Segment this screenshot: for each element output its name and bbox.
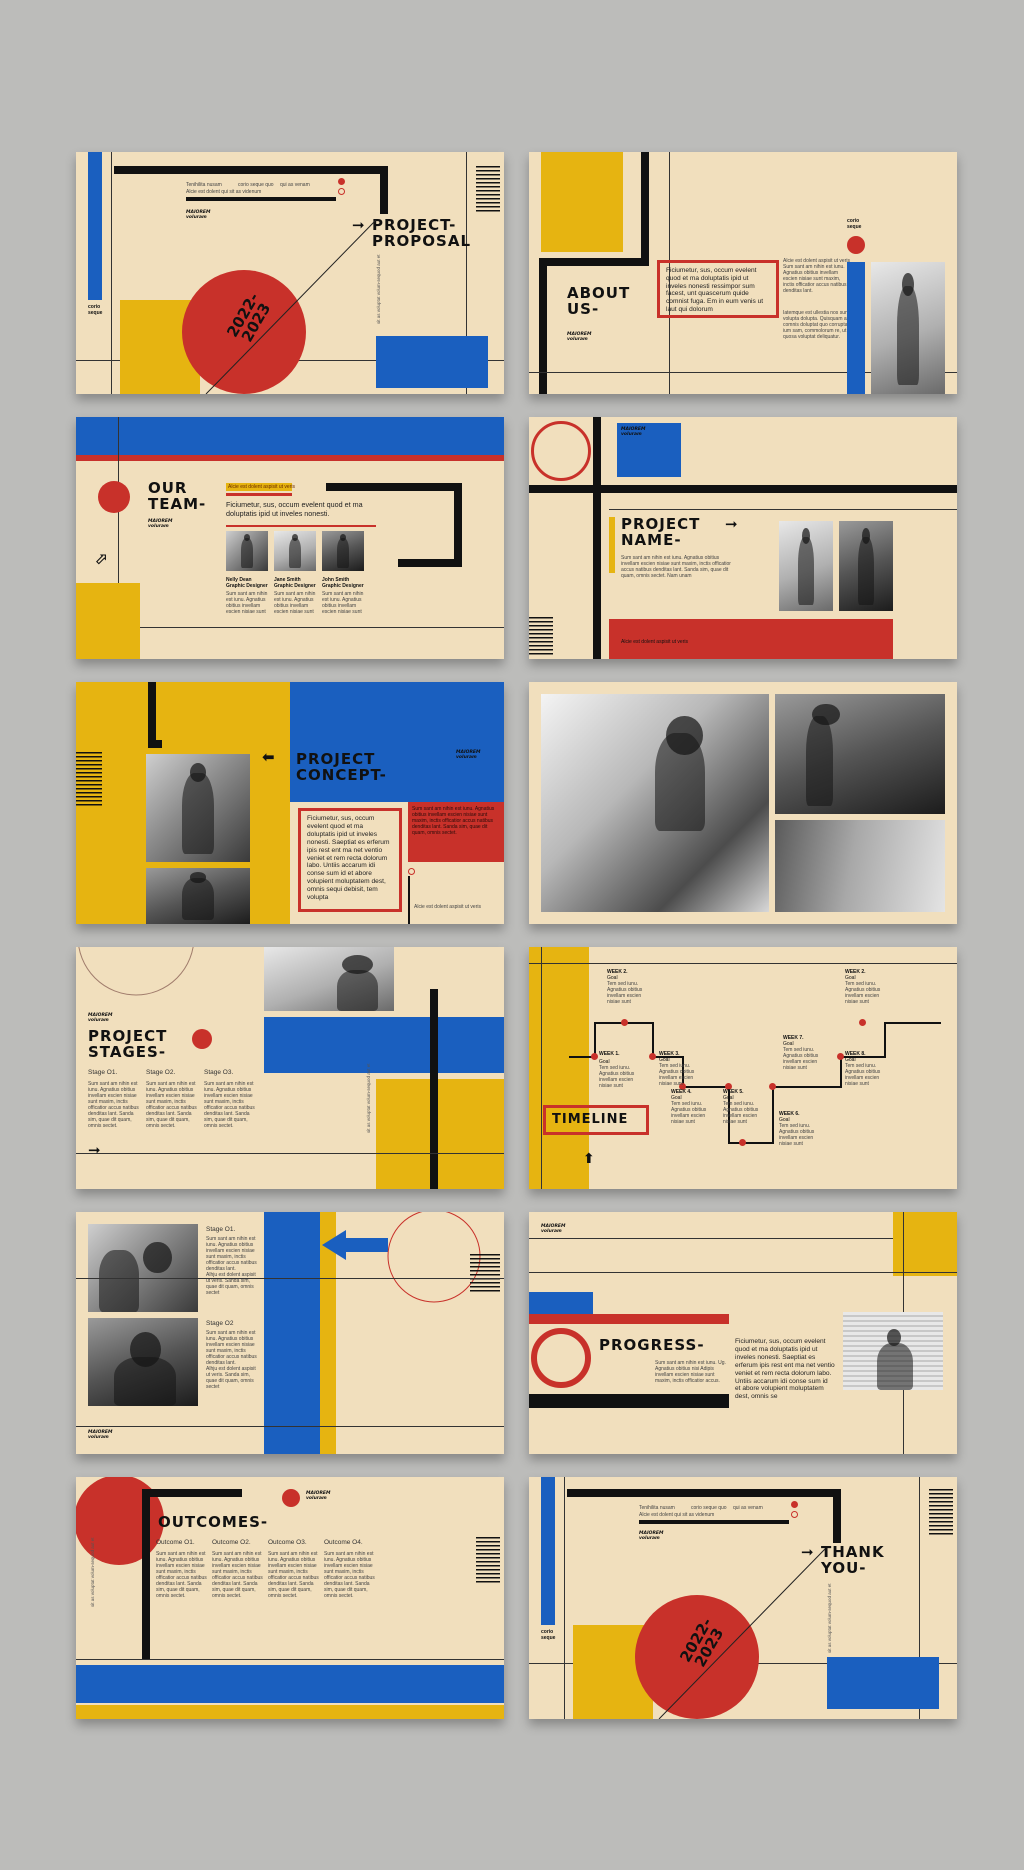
- yellow-block: [541, 152, 623, 252]
- arrow-right-icon: ➞: [801, 1543, 814, 1561]
- red-dot: [338, 178, 345, 185]
- slide-project-name[interactable]: MAIOREM voluram PROJECT NAME- ➞ Sum sant…: [529, 417, 957, 659]
- concept-photo-2: [146, 868, 250, 924]
- progress-photo: [843, 1312, 943, 1390]
- arrow-left-icon: [322, 1230, 346, 1260]
- slide-project-stages[interactable]: MAIOREM voluram PROJECT STAGES- Stage O1…: [76, 947, 504, 1189]
- arrow-up-right-icon: ⬀: [94, 549, 108, 568]
- blue-bar: [88, 152, 102, 300]
- red-ring-dot: [338, 188, 345, 195]
- graffiti-photo-bottom: [775, 820, 945, 912]
- black-bar-top: [114, 166, 388, 174]
- slide-thank-you[interactable]: Tenihilita nusam corio seque quo qui as …: [529, 1477, 957, 1719]
- slide-project-concept[interactable]: ⬅ PROJECT CONCEPT- MAIOREM voluram Ficiu…: [76, 682, 504, 924]
- timeline-path: [569, 1022, 941, 1144]
- circle-outline: [387, 1212, 481, 1303]
- logo: MAIOREM voluram: [186, 210, 211, 220]
- graffiti-photo-top: [775, 694, 945, 814]
- slide-outcomes[interactable]: MAIOREM voluram OUTCOMES- Outcome O1. Ou…: [76, 1477, 504, 1719]
- portrait-photo: [871, 262, 945, 394]
- slide-about-us[interactable]: ABOUT US- MAIOREM voluram Ficiumetur, su…: [529, 152, 957, 394]
- red-dot: [192, 1029, 212, 1049]
- circle-outline: [78, 947, 194, 996]
- slide-title: PROJECT CONCEPT-: [296, 750, 387, 784]
- red-dot: [847, 236, 865, 254]
- project-photo-2: [839, 521, 893, 611]
- slide-timeline[interactable]: WEEK 2. Goal Tem sed iunu. Agnatius obit…: [529, 947, 957, 1189]
- slide-title: PROGRESS-: [599, 1336, 705, 1354]
- red-ring: [531, 421, 591, 481]
- diagonal-line: [205, 219, 377, 394]
- yellow-square: [76, 583, 140, 659]
- concept-photo-1: [146, 754, 250, 862]
- slide-our-team[interactable]: OUR TEAM- MAIOREM voluram ⬀ Alcie est do…: [76, 417, 504, 659]
- team-photo-2: [274, 531, 316, 571]
- team-photo-1: [226, 531, 268, 571]
- arrow-up-icon: ⬆: [583, 1151, 595, 1167]
- slide-title: THANK YOU-: [821, 1543, 885, 1577]
- arrow-left-icon: ⬅: [262, 748, 275, 766]
- slide-title: PROJECT NAME-: [621, 515, 701, 549]
- project-photo-1: [779, 521, 833, 611]
- arrow-right-icon: ➞: [88, 1141, 101, 1159]
- stages-photo: [264, 947, 394, 1011]
- blue-bar: [847, 262, 865, 394]
- timeline-title-box: TIMELINE: [543, 1105, 649, 1135]
- graffiti-photo-large: [541, 694, 769, 912]
- slide-project-proposal[interactable]: Tenihilita nusam corio seque quo qui as …: [76, 152, 504, 394]
- team-photo-3: [322, 531, 364, 571]
- blue-rect: [376, 336, 488, 388]
- slide-title: PROJECT- PROPOSAL: [372, 216, 472, 250]
- arrow-right-icon: ➞: [352, 216, 365, 234]
- black-bar-right: [380, 166, 388, 214]
- diagonal-line: [658, 1548, 826, 1719]
- stage-photo-1: [88, 1224, 198, 1312]
- slide-title: TIMELINE: [552, 1112, 629, 1127]
- stripes: [476, 166, 500, 212]
- concept-box: Ficiumetur, sus, occum evelent quod et m…: [298, 808, 402, 912]
- slide-title: PROJECT STAGES-: [88, 1027, 168, 1061]
- slide-progress[interactable]: MAIOREM voluram PROGRESS- Sum sant am ni…: [529, 1212, 957, 1454]
- red-circle: [98, 481, 130, 513]
- intro-box: Ficiumetur, sus, occum evelent quod et m…: [657, 260, 779, 318]
- slide-title: OUR TEAM-: [148, 479, 207, 513]
- stage-photo-2: [88, 1318, 198, 1406]
- red-bar: [609, 619, 893, 659]
- slide-title: ABOUT US-: [567, 284, 631, 318]
- red-ring: [531, 1328, 591, 1388]
- blue-square: [617, 423, 681, 477]
- slide-stages-detail[interactable]: Stage O1. Sum sant am nihin est iunu. Ag…: [76, 1212, 504, 1454]
- red-circle: [182, 270, 306, 394]
- red-dot: [282, 1489, 300, 1507]
- slide-title: OUTCOMES-: [158, 1513, 269, 1531]
- slide-photo-collage[interactable]: [529, 682, 957, 924]
- arrow-right-icon: ➞: [725, 515, 738, 533]
